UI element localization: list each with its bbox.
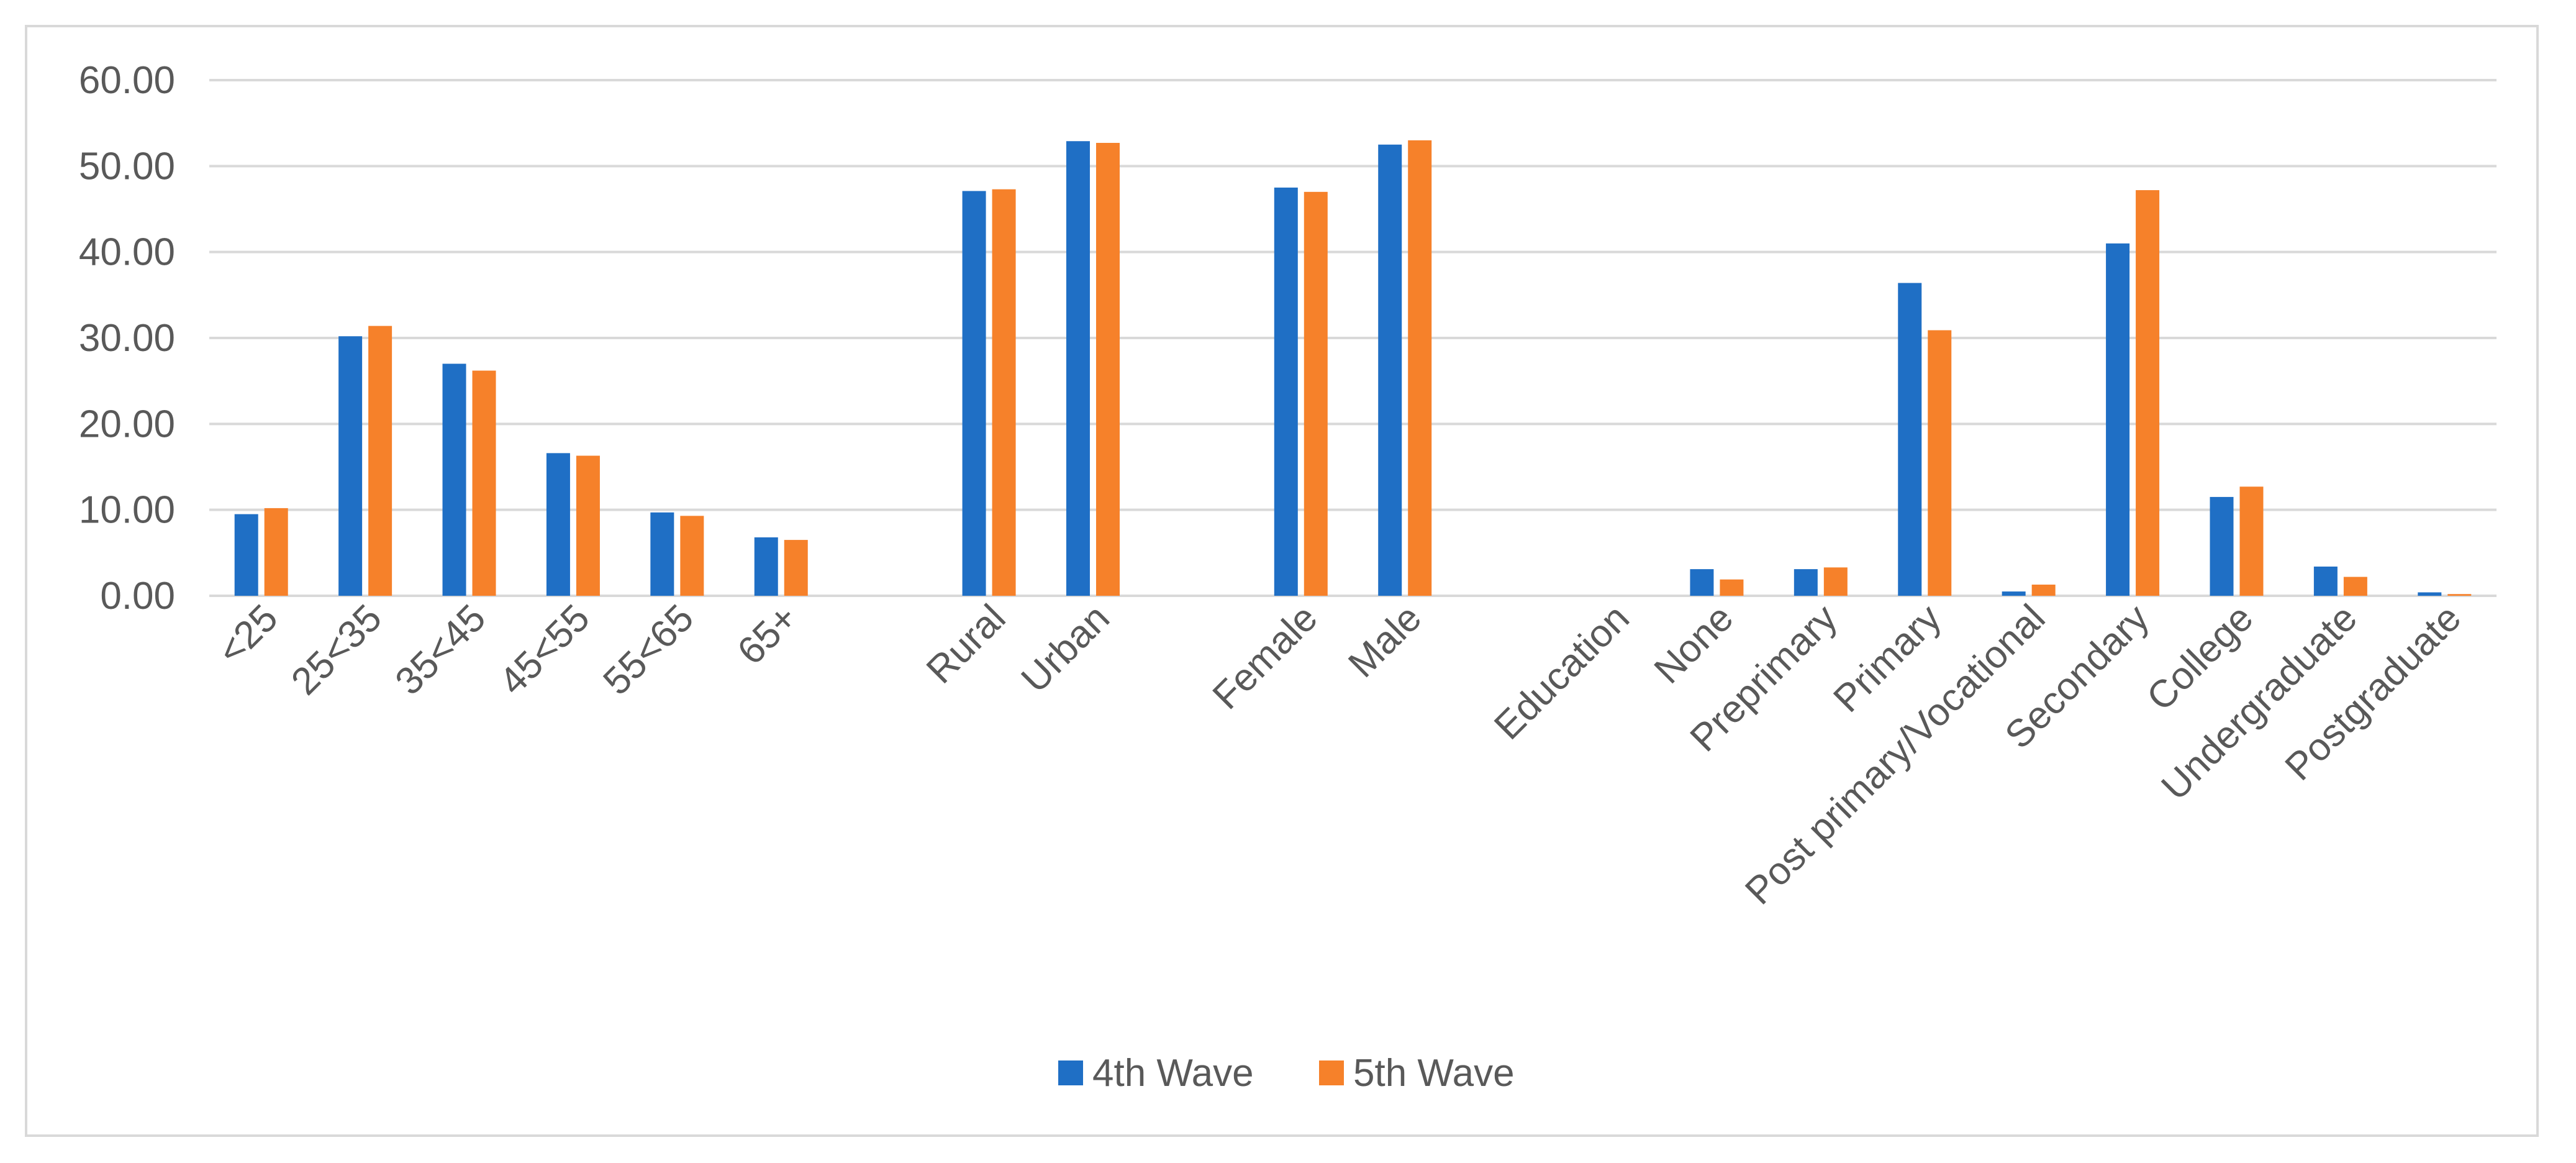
x-tick-label: 25<35 [283,596,390,703]
bar [368,326,392,596]
bar [234,514,258,596]
bar [784,540,808,596]
bar [1378,144,1402,596]
bar [338,336,363,596]
y-tick-label: 60.00 [79,59,175,102]
bar [680,516,704,596]
x-tick-label: Rural [918,596,1014,692]
bar [2447,594,2472,596]
bar [1928,330,1952,596]
bar [1898,283,1922,596]
x-tick-label: Urban [1014,596,1118,701]
bar [576,455,600,596]
bar [1304,191,1328,596]
bar [754,537,778,596]
bar [2002,591,2026,596]
bar [2343,577,2367,596]
bar [472,370,496,596]
x-tick-label: <25 [209,596,286,673]
bar [992,189,1016,596]
y-tick-label: 50.00 [79,145,175,188]
bar [442,363,466,596]
y-axis: 0.00 10.00 20.00 30.00 40.00 50.00 60.00 [79,59,175,618]
bar [650,512,674,596]
legend-item-5th-wave: 5th Wave [1319,1052,1515,1095]
bar [264,508,288,596]
legend-label: 4th Wave [1092,1052,1254,1095]
x-tick-label: 45<55 [491,596,598,703]
series-1 [234,141,2442,596]
bar [1095,142,1120,596]
x-tick-label: 35<45 [387,596,494,703]
x-tick-label: None [1646,596,1742,692]
bar [1794,569,1818,596]
bar [2313,566,2338,596]
y-tick-label: 30.00 [79,317,175,360]
y-tick-label: 10.00 [79,489,175,532]
legend: 4th Wave 5th Wave [1058,1052,1515,1095]
bar [2031,585,2056,596]
x-tick-label: Male [1340,596,1430,686]
bar [2136,190,2160,596]
y-tick-label: 0.00 [100,575,175,618]
bar [1823,567,1848,596]
legend-swatch [1319,1060,1344,1085]
x-tick-label: 65+ [729,596,805,673]
series-2 [264,140,2472,596]
y-tick-label: 40.00 [79,231,175,274]
bar [1408,140,1432,596]
x-tick-label: Female [1205,596,1326,718]
y-tick-label: 20.00 [79,403,175,445]
bar [546,453,570,596]
bars [234,140,2472,596]
bar [2239,486,2264,596]
chart-frame: 0.00 10.00 20.00 30.00 40.00 50.00 60.00 <25 25<… [25,25,2539,1137]
bar [962,191,986,596]
bar [2106,243,2130,596]
legend-item-4th-wave: 4th Wave [1058,1052,1254,1095]
bar [1066,141,1090,596]
x-tick-label: Education [1486,596,1638,748]
legend-swatch [1058,1060,1083,1085]
bar-chart: 0.00 10.00 20.00 30.00 40.00 50.00 60.00 <2525<… [79,59,2497,1095]
legend-label: 5th Wave [1353,1052,1515,1095]
x-tick-label: 55<65 [595,596,702,703]
bar [1720,579,1744,596]
bar [2418,592,2442,596]
bar [2210,496,2234,596]
bar [1274,187,1298,596]
bar [1690,569,1714,596]
